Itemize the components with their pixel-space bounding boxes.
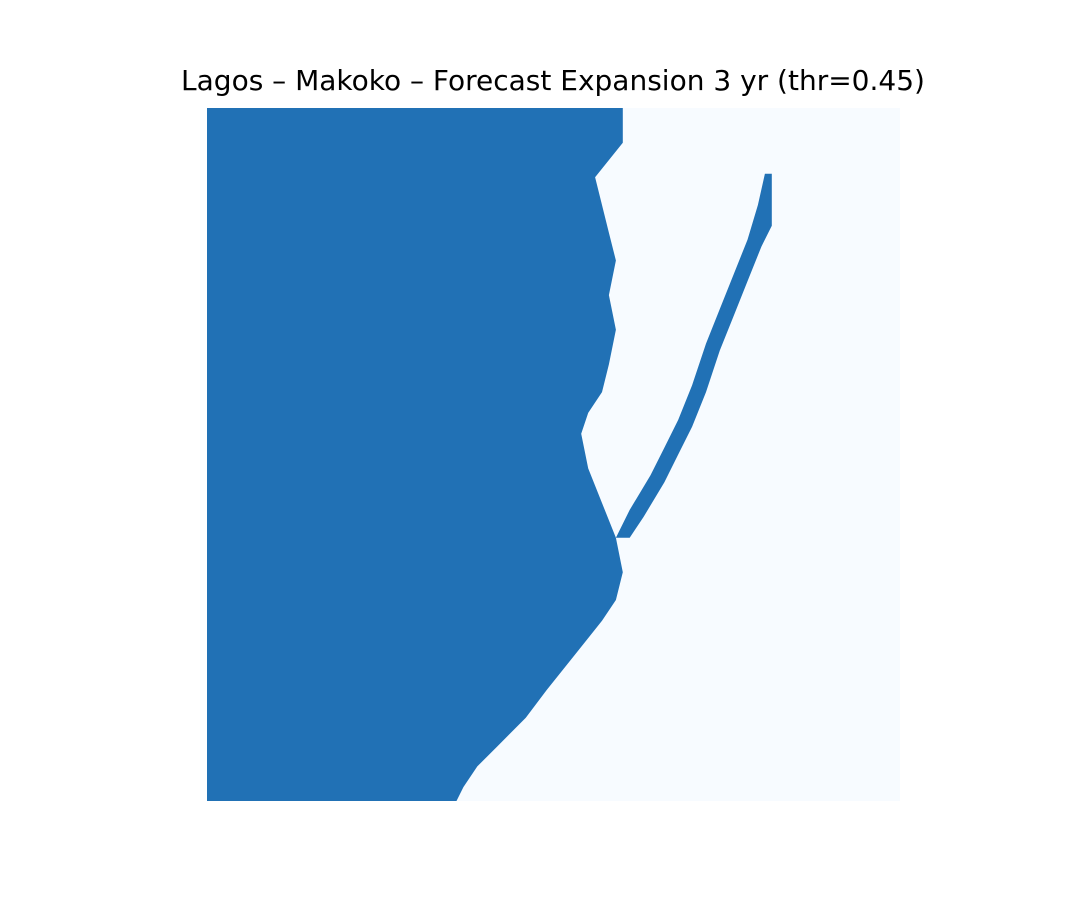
heatmap-regions	[207, 108, 772, 801]
expanded-area-west	[207, 108, 623, 801]
chart-title: Lagos – Makoko – Forecast Expansion 3 yr…	[181, 64, 925, 97]
